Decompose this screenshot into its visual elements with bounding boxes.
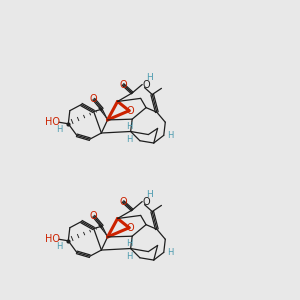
Text: H: H xyxy=(126,252,132,261)
Text: O: O xyxy=(119,80,127,89)
Text: H: H xyxy=(146,190,152,199)
Text: H: H xyxy=(146,73,152,82)
Text: H: H xyxy=(167,248,173,257)
Text: O: O xyxy=(127,223,134,233)
Text: O: O xyxy=(90,211,98,221)
Text: HO: HO xyxy=(45,234,60,244)
Text: O: O xyxy=(119,196,127,206)
Polygon shape xyxy=(98,107,108,120)
Text: O: O xyxy=(143,196,151,206)
Text: HO: HO xyxy=(45,117,60,127)
Text: O: O xyxy=(90,94,98,104)
Text: H: H xyxy=(126,122,132,130)
Text: H: H xyxy=(167,131,173,140)
Polygon shape xyxy=(98,224,108,237)
Text: H: H xyxy=(126,238,132,247)
Text: H: H xyxy=(56,242,62,251)
Text: O: O xyxy=(143,80,151,89)
Text: H: H xyxy=(126,135,132,144)
Text: H: H xyxy=(56,125,62,134)
Text: O: O xyxy=(127,106,134,116)
